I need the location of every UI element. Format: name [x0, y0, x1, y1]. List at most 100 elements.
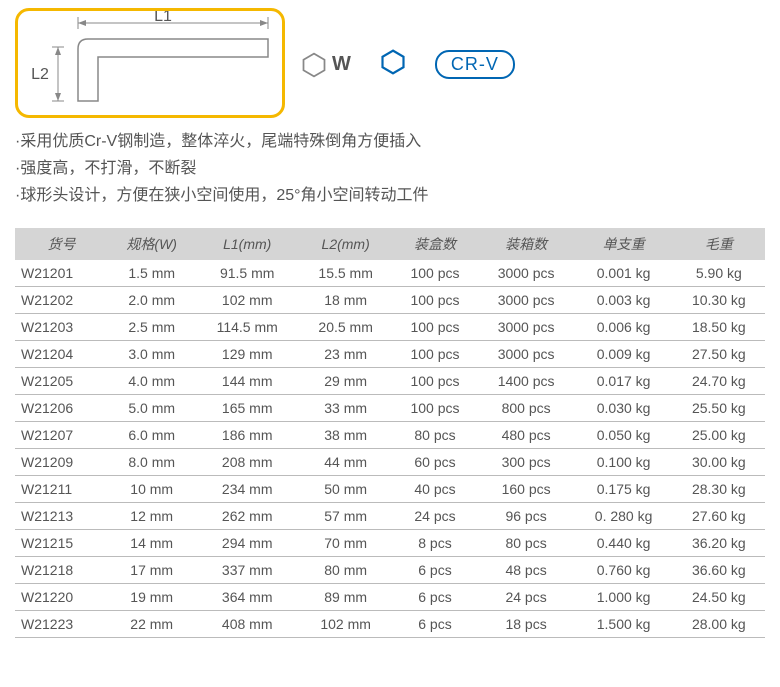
label-l1: L1	[154, 11, 172, 25]
cell: 2.0 mm	[108, 286, 196, 313]
cell: 3000 pcs	[478, 286, 575, 313]
cell: 15.5 mm	[299, 260, 392, 287]
cell: 40 pcs	[392, 475, 477, 502]
cell: 33 mm	[299, 394, 392, 421]
cell: 100 pcs	[392, 260, 477, 287]
cell: 6 pcs	[392, 610, 477, 637]
cell: 129 mm	[195, 340, 298, 367]
table-row: W2121312 mm262 mm57 mm24 pcs96 pcs0. 280…	[15, 502, 765, 529]
cell: 27.50 kg	[673, 340, 765, 367]
cell: 36.20 kg	[673, 529, 765, 556]
cell: 80 pcs	[392, 421, 477, 448]
table-row: W212076.0 mm186 mm38 mm80 pcs480 pcs0.05…	[15, 421, 765, 448]
desc-line-1: ·采用优质Cr-V钢制造，整体淬火，尾端特殊倒角方便插入	[15, 128, 765, 155]
cell: 24.70 kg	[673, 367, 765, 394]
table-row: W212054.0 mm144 mm29 mm100 pcs1400 pcs0.…	[15, 367, 765, 394]
cell: W21206	[15, 394, 108, 421]
col-header: 单支重	[575, 228, 673, 260]
cell: 100 pcs	[392, 394, 477, 421]
desc-line-2: ·强度高，不打滑，不断裂	[15, 155, 765, 182]
cell: 0.009 kg	[575, 340, 673, 367]
col-header: L1(mm)	[195, 228, 298, 260]
cell: 29 mm	[299, 367, 392, 394]
table-header: 货号规格(W)L1(mm)L2(mm)装盒数装箱数单支重毛重	[15, 228, 765, 260]
cell: W21204	[15, 340, 108, 367]
cell: 3000 pcs	[478, 313, 575, 340]
cell: 5.0 mm	[108, 394, 196, 421]
cell: 38 mm	[299, 421, 392, 448]
cell: 100 pcs	[392, 313, 477, 340]
cell: 48 pcs	[478, 556, 575, 583]
description-block: ·采用优质Cr-V钢制造，整体淬火，尾端特殊倒角方便插入 ·强度高，不打滑，不断…	[15, 128, 765, 210]
col-header: 毛重	[673, 228, 765, 260]
cell: 0.050 kg	[575, 421, 673, 448]
col-header: 装箱数	[478, 228, 575, 260]
cell: 364 mm	[195, 583, 298, 610]
cell: 0.100 kg	[575, 448, 673, 475]
cell: W21213	[15, 502, 108, 529]
cell: W21201	[15, 260, 108, 287]
cell: 3.0 mm	[108, 340, 196, 367]
cell: 0.006 kg	[575, 313, 673, 340]
cell: 80 mm	[299, 556, 392, 583]
cell: 60 pcs	[392, 448, 477, 475]
cell: 0.030 kg	[575, 394, 673, 421]
cell: 102 mm	[195, 286, 298, 313]
table-row: W212032.5 mm114.5 mm20.5 mm100 pcs3000 p…	[15, 313, 765, 340]
cell: 18 mm	[299, 286, 392, 313]
col-header: 规格(W)	[108, 228, 196, 260]
cell: 6 pcs	[392, 556, 477, 583]
cell: 44 mm	[299, 448, 392, 475]
table-row: W212011.5 mm91.5 mm15.5 mm100 pcs3000 pc…	[15, 260, 765, 287]
cell: W21205	[15, 367, 108, 394]
cell: 89 mm	[299, 583, 392, 610]
cell: 0.003 kg	[575, 286, 673, 313]
table-row: W2121817 mm337 mm80 mm6 pcs48 pcs0.760 k…	[15, 556, 765, 583]
table-row: W2122322 mm408 mm102 mm6 pcs18 pcs1.500 …	[15, 610, 765, 637]
cell: 14 mm	[108, 529, 196, 556]
cell: 208 mm	[195, 448, 298, 475]
cell: 0.001 kg	[575, 260, 673, 287]
cell: 186 mm	[195, 421, 298, 448]
cell: 102 mm	[299, 610, 392, 637]
table-row: W212043.0 mm129 mm23 mm100 pcs3000 pcs0.…	[15, 340, 765, 367]
cell: 337 mm	[195, 556, 298, 583]
hex-blue-icon	[379, 48, 407, 81]
table-row: W212065.0 mm165 mm33 mm100 pcs800 pcs0.0…	[15, 394, 765, 421]
cell: 20.5 mm	[299, 313, 392, 340]
cell: 18.50 kg	[673, 313, 765, 340]
cell: 3000 pcs	[478, 260, 575, 287]
cell: 100 pcs	[392, 340, 477, 367]
cell: 27.60 kg	[673, 502, 765, 529]
cell: 294 mm	[195, 529, 298, 556]
cell: 5.90 kg	[673, 260, 765, 287]
cell: W21209	[15, 448, 108, 475]
cell: 160 pcs	[478, 475, 575, 502]
table-row: W212022.0 mm102 mm18 mm100 pcs3000 pcs0.…	[15, 286, 765, 313]
cell: 1.5 mm	[108, 260, 196, 287]
cell: 234 mm	[195, 475, 298, 502]
cell: 0.440 kg	[575, 529, 673, 556]
badge-row: W CR-V	[300, 48, 515, 81]
cell: W21207	[15, 421, 108, 448]
cell: 19 mm	[108, 583, 196, 610]
cell: 50 mm	[299, 475, 392, 502]
cell: 23 mm	[299, 340, 392, 367]
cell: 18 pcs	[478, 610, 575, 637]
cell: W21203	[15, 313, 108, 340]
cell: W21202	[15, 286, 108, 313]
cell: 0.760 kg	[575, 556, 673, 583]
cell: 480 pcs	[478, 421, 575, 448]
cell: 144 mm	[195, 367, 298, 394]
cell: 30.00 kg	[673, 448, 765, 475]
label-w: W	[332, 53, 351, 76]
cell: 0.175 kg	[575, 475, 673, 502]
cell: 3000 pcs	[478, 340, 575, 367]
cell: 6.0 mm	[108, 421, 196, 448]
cell: 24 pcs	[392, 502, 477, 529]
cell: 28.00 kg	[673, 610, 765, 637]
table-row: W2121514 mm294 mm70 mm8 pcs80 pcs0.440 k…	[15, 529, 765, 556]
cell: W21223	[15, 610, 108, 637]
table-row: W2122019 mm364 mm89 mm6 pcs24 pcs1.000 k…	[15, 583, 765, 610]
spec-table: 货号规格(W)L1(mm)L2(mm)装盒数装箱数单支重毛重 W212011.5…	[15, 228, 765, 638]
